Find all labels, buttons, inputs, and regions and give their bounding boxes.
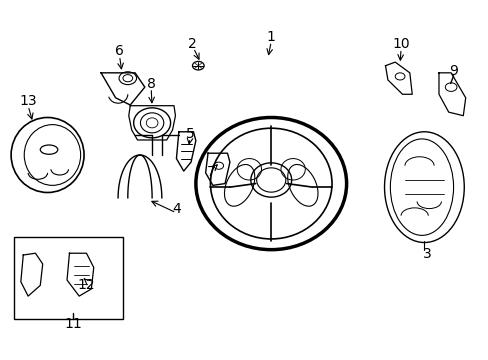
Text: 13: 13 — [20, 94, 37, 108]
Text: 8: 8 — [146, 77, 155, 91]
Text: 5: 5 — [185, 127, 194, 140]
Text: 9: 9 — [448, 64, 457, 78]
Text: 11: 11 — [64, 316, 82, 330]
Text: 12: 12 — [78, 278, 95, 292]
Text: 2: 2 — [187, 37, 196, 50]
Text: 4: 4 — [172, 202, 181, 216]
Text: 1: 1 — [266, 30, 275, 44]
Text: 7: 7 — [206, 165, 215, 179]
Text: 3: 3 — [422, 247, 430, 261]
Text: 10: 10 — [391, 37, 409, 51]
Text: 6: 6 — [115, 44, 124, 58]
